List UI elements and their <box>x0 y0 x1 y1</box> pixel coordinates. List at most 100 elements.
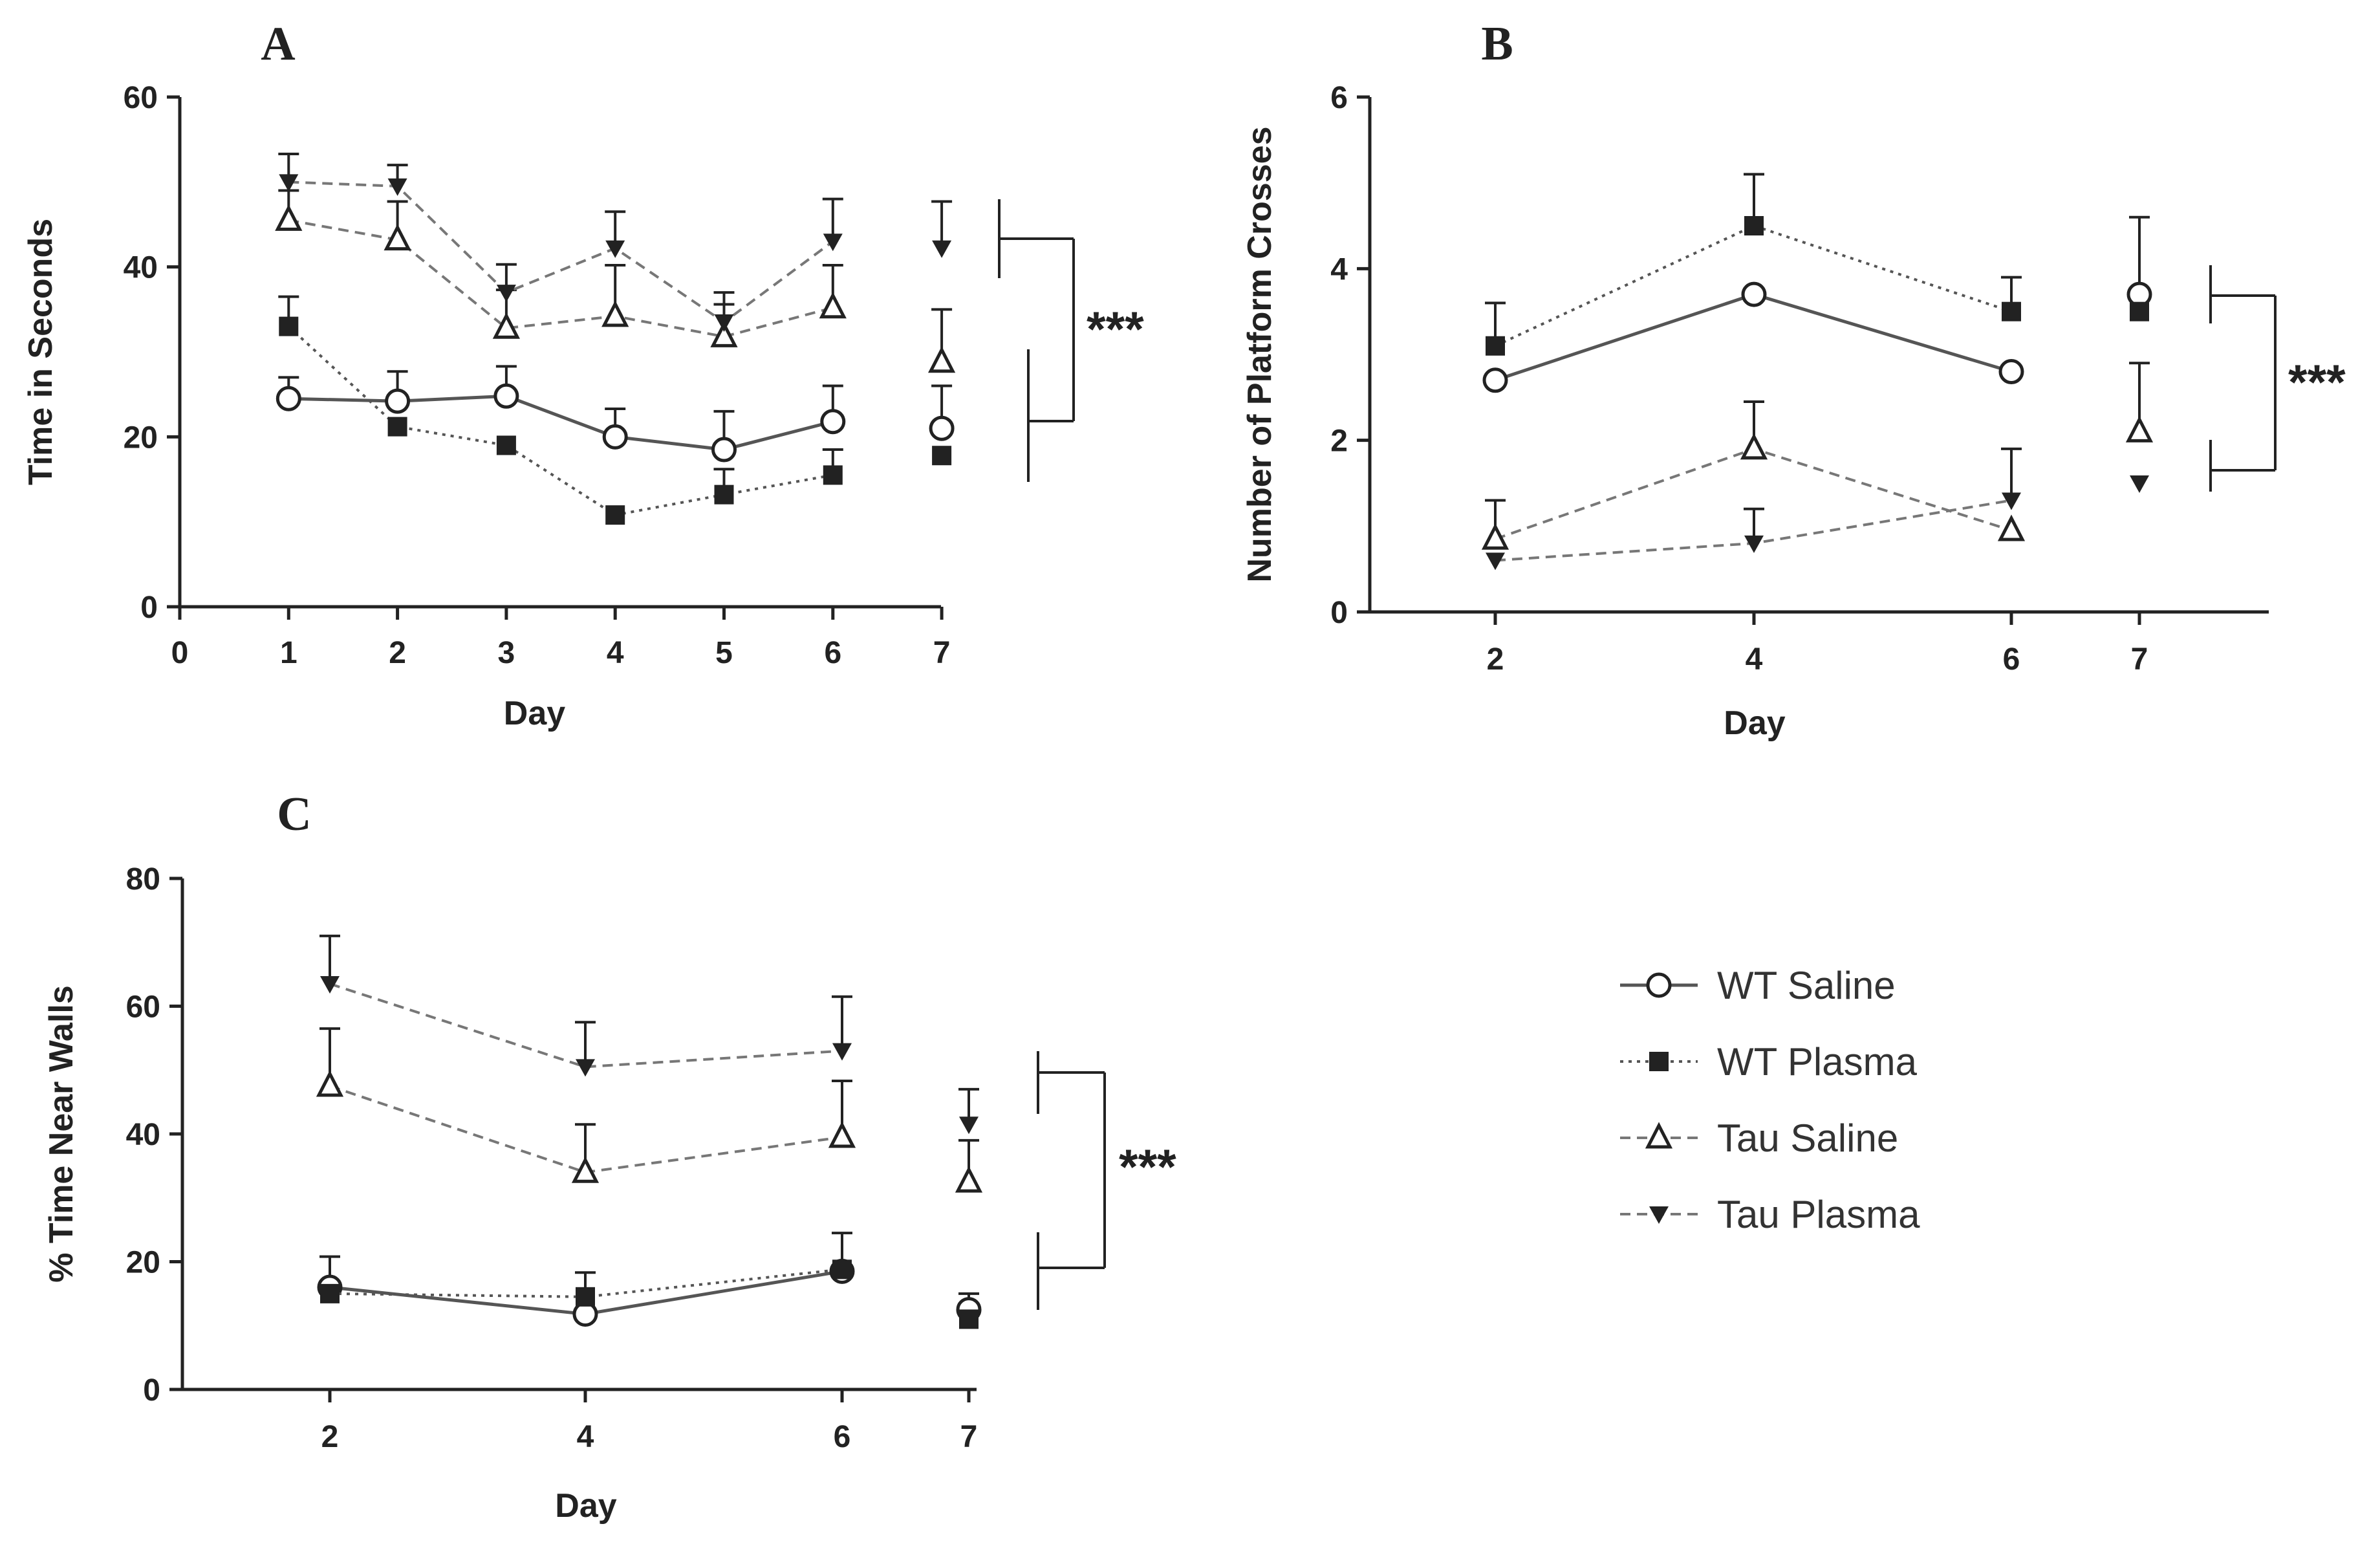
data-point <box>320 1283 340 1303</box>
series-tau-plasma <box>278 152 953 332</box>
legend-marker <box>1646 972 1672 998</box>
significance-label: *** <box>1087 302 1144 357</box>
y-axis-title: % Time Near Walls <box>43 985 80 1283</box>
data-point <box>605 505 625 525</box>
data-point <box>711 437 737 463</box>
data-point <box>279 316 299 336</box>
data-point <box>571 1156 600 1183</box>
panel-letter: C <box>277 788 311 841</box>
probe-point <box>929 415 955 441</box>
y-axis-title: Time in Seconds <box>22 219 60 485</box>
significance-bracket: *** <box>1037 1051 1176 1310</box>
data-point <box>823 234 843 252</box>
data-point <box>1744 216 1764 235</box>
series-line <box>288 394 834 452</box>
panel-c: C 0 20 40 60 80 2 4 6 7 Day % Time Near Walls *** <box>43 788 1176 1525</box>
y-tick-label: 60 <box>126 990 160 1025</box>
x-tick-label: 1 <box>280 636 298 670</box>
legend-label: WT Saline <box>1717 964 1896 1007</box>
series-line <box>288 180 834 324</box>
data-point <box>823 465 843 485</box>
data-point <box>496 285 516 303</box>
data-point <box>832 1259 852 1279</box>
data-point <box>576 1287 595 1307</box>
legend-item: WT Plasma <box>1620 1040 1918 1083</box>
probe-error-bar <box>931 200 953 248</box>
significance-bracket: *** <box>2209 265 2346 492</box>
data-point <box>276 386 301 411</box>
panel-b: B 0 2 4 6 2 4 6 7 Day Number of Platform Crosses **… <box>1241 17 2346 742</box>
data-point <box>1740 433 1768 460</box>
data-point <box>576 1059 595 1077</box>
significance-bracket: *** <box>998 199 1144 482</box>
x-tick-label: 2 <box>321 1420 339 1454</box>
y-tick-label: 60 <box>124 81 158 115</box>
y-tick-label: 4 <box>1330 252 1348 287</box>
data-point <box>492 312 521 339</box>
legend-item: Tau Plasma <box>1620 1193 1920 1236</box>
x-tick-label: 2 <box>1487 642 1504 677</box>
data-point <box>387 178 407 196</box>
x-tick-label: 7 <box>960 1420 978 1454</box>
data-point <box>710 320 738 347</box>
x-tick-label: 2 <box>389 636 406 670</box>
y-tick-label: 0 <box>140 591 158 625</box>
data-point <box>2002 492 2021 510</box>
x-tick-label: 4 <box>577 1420 594 1454</box>
data-point <box>279 174 299 192</box>
x-tick-label: 5 <box>715 636 733 670</box>
data-point <box>1744 535 1764 553</box>
series-tau-saline <box>1481 362 2154 550</box>
series-wt-plasma <box>320 1259 979 1329</box>
series-tau-plasma <box>1486 447 2149 571</box>
y-tick-label: 0 <box>143 1373 160 1408</box>
data-point <box>828 1121 856 1148</box>
x-tick-label: 3 <box>498 636 515 670</box>
data-point <box>1997 514 2026 541</box>
y-axis-title: Number of Platform Crosses <box>1241 126 1279 582</box>
data-point <box>819 292 847 319</box>
probe-point <box>959 1309 979 1329</box>
y-tick-label: 40 <box>124 251 158 285</box>
panel-a: A 0 20 40 60 0 1 2 3 4 5 6 7 Day Time in Seconds *** <box>22 17 1144 732</box>
data-point <box>320 975 340 994</box>
x-tick-label: 6 <box>834 1420 851 1454</box>
data-point <box>602 424 628 450</box>
probe-error-bar <box>2129 215 2150 295</box>
data-point <box>601 300 629 327</box>
x-axis-title: Day <box>504 695 565 732</box>
x-tick-label: 4 <box>607 636 624 670</box>
legend-item: Tau Saline <box>1620 1116 1898 1160</box>
data-point <box>2002 301 2021 321</box>
x-axis-title: Day <box>1724 704 1785 742</box>
series-wt-plasma <box>278 295 952 525</box>
data-point <box>1481 523 1509 550</box>
legend-marker <box>1649 1206 1669 1224</box>
probe-point <box>955 1166 983 1193</box>
error-bar <box>319 934 340 984</box>
data-point <box>316 1070 344 1097</box>
series-wt-saline <box>1482 215 2152 393</box>
x-tick-label: 7 <box>2131 642 2148 677</box>
y-tick-label: 20 <box>124 420 158 455</box>
data-point <box>1998 359 2024 385</box>
data-point <box>1741 281 1767 307</box>
data-point <box>493 383 519 409</box>
series-line <box>329 983 843 1069</box>
x-tick-label: 7 <box>933 636 951 670</box>
legend: WT Saline WT Plasma Tau Saline Tau Plasma <box>1620 964 1920 1236</box>
y-tick-label: 40 <box>126 1118 160 1152</box>
probe-point <box>2130 475 2149 493</box>
data-point <box>714 484 734 505</box>
probe-point <box>932 446 952 466</box>
y-tick-label: 2 <box>1330 424 1348 459</box>
data-point <box>605 240 625 258</box>
series-wt-saline <box>317 1232 982 1327</box>
series-line <box>288 219 834 338</box>
panel-letter: A <box>261 17 295 71</box>
series-line <box>1495 224 2012 347</box>
data-point <box>387 417 407 437</box>
x-tick-label: 6 <box>824 636 841 670</box>
data-point <box>384 224 411 251</box>
y-tick-label: 0 <box>1330 596 1348 630</box>
